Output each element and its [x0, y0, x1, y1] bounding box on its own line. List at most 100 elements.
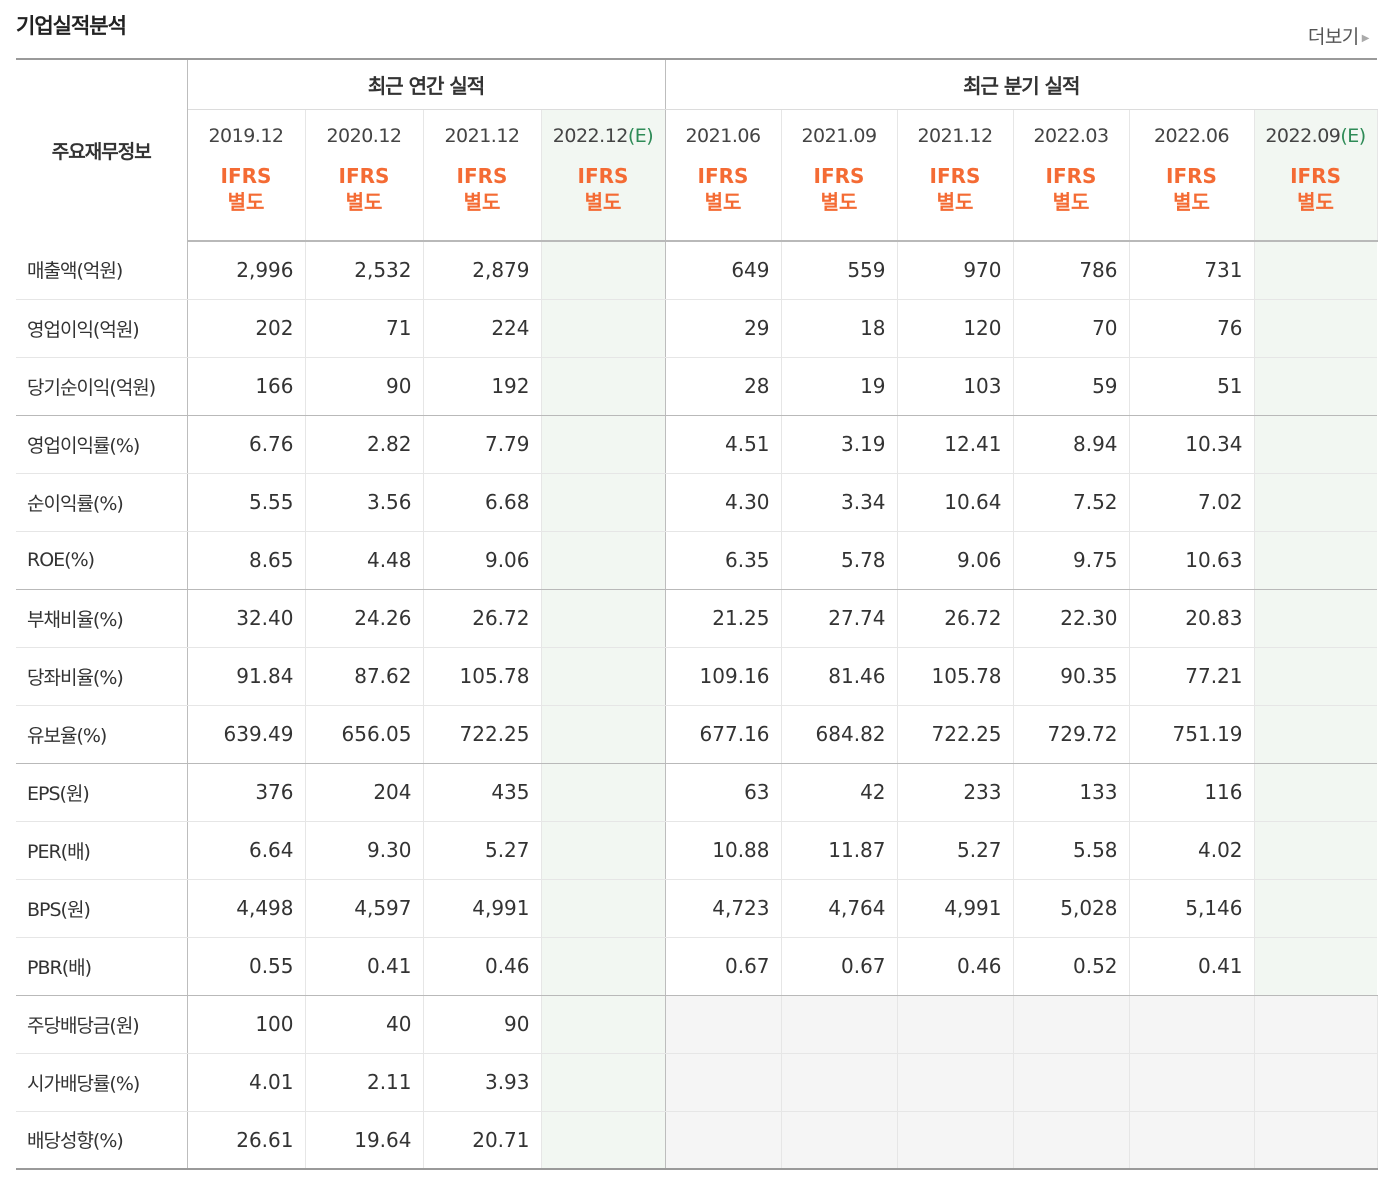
quarter-value-cell: 9.75 [1013, 531, 1130, 590]
quarter-value-cell: 5.27 [897, 821, 1014, 880]
table-row: 순이익률(%) 5.55 3.56 6.68 4.30 3.34 10.64 7.52 7.02 [16, 473, 1378, 532]
annual-value-cell: 26.61 [187, 1111, 306, 1170]
ifrs-label: IFRS [813, 164, 865, 188]
table-row: 유보율(%) 639.49 656.05 722.25 677.16 684.82 722.… [16, 705, 1378, 764]
annual-value-cell [541, 879, 666, 938]
quarter-value-cell: 90.35 [1013, 647, 1130, 706]
annual-value-cell: 2.82 [305, 415, 424, 474]
quarter-value-cell [1254, 473, 1378, 532]
row-label: EPS(원) [16, 763, 188, 822]
quarter-value-cell: 684.82 [781, 705, 898, 764]
annual-value-cell: 5.27 [423, 821, 542, 880]
quarter-value-cell: 4.30 [665, 473, 782, 532]
table-row: 배당성향(%) 26.61 19.64 20.71 [16, 1111, 1378, 1170]
annual-value-cell: 5.55 [187, 473, 306, 532]
chevron-right-icon: ▶ [1361, 33, 1370, 44]
quarter-empty-cell [1129, 1053, 1255, 1112]
annual-value-cell: 32.40 [187, 589, 306, 648]
quarter-value-cell: 0.46 [897, 937, 1014, 996]
quarter-empty-cell [1013, 1053, 1130, 1112]
annual-value-cell: 4.48 [305, 531, 424, 590]
annual-date-header: 2020.12 [305, 109, 424, 163]
annual-value-cell: 4,597 [305, 879, 424, 938]
date-label: 2021.12 [917, 125, 993, 148]
table-row: PER(배) 6.64 9.30 5.27 10.88 11.87 5.27 5.58 4.02 [16, 821, 1378, 880]
quarter-value-cell: 0.41 [1129, 937, 1255, 996]
quarter-value-cell [1254, 531, 1378, 590]
quarter-value-cell: 4,723 [665, 879, 782, 938]
row-label: 매출액(억원) [16, 241, 188, 300]
quarter-value-cell: 133 [1013, 763, 1130, 822]
annual-value-cell: 3.93 [423, 1053, 542, 1112]
annual-value-cell [541, 937, 666, 996]
ifrs-basis-header: IFRS 별도 [187, 163, 306, 242]
annual-value-cell [541, 1053, 666, 1112]
annual-value-cell [541, 995, 666, 1054]
separate-label: 별도 [584, 190, 622, 214]
quarter-value-cell: 20.83 [1129, 589, 1255, 648]
annual-value-cell: 2,879 [423, 241, 542, 300]
header-group-row: 주요재무정보 최근 연간 실적 최근 분기 실적 [16, 58, 1378, 241]
annual-group-header: 최근 연간 실적 [187, 58, 666, 110]
separate-label: 별도 [463, 190, 501, 214]
ifrs-label: IFRS [929, 164, 981, 188]
annual-value-cell [541, 357, 666, 416]
annual-value-cell: 9.30 [305, 821, 424, 880]
ifrs-label: IFRS [456, 164, 508, 188]
annual-value-cell: 40 [305, 995, 424, 1054]
quarter-value-cell: 59 [1013, 357, 1130, 416]
date-label: 2019.12 [208, 125, 284, 148]
quarter-value-cell: 9.06 [897, 531, 1014, 590]
separate-label: 별도 [227, 190, 265, 214]
label-column-header: 주요재무정보 [16, 58, 188, 241]
financial-table: 주요재무정보 최근 연간 실적 최근 분기 실적 2019.12 2020.12 2021… [16, 58, 1378, 1170]
separate-label: 별도 [820, 190, 858, 214]
quarter-value-cell: 4,991 [897, 879, 1014, 938]
quarter-empty-cell [781, 1111, 898, 1170]
more-link[interactable]: 더보기 ▶ [1308, 22, 1370, 49]
annual-value-cell [541, 821, 666, 880]
annual-value-cell: 24.26 [305, 589, 424, 648]
annual-date-header: 2019.12 [187, 109, 306, 163]
row-label: 시가배당률(%) [16, 1053, 188, 1112]
quarter-value-cell: 7.52 [1013, 473, 1130, 532]
quarter-empty-cell [1254, 1053, 1378, 1112]
annual-value-cell: 0.46 [423, 937, 542, 996]
section-title: 기업실적분석 [16, 14, 127, 38]
estimate-mark: (E) [1340, 125, 1366, 148]
annual-value-cell: 4,991 [423, 879, 542, 938]
date-label: 2022.03 [1033, 125, 1109, 148]
separate-label: 별도 [1052, 190, 1090, 214]
quarter-value-cell [1254, 705, 1378, 764]
quarter-empty-cell [1013, 995, 1130, 1054]
table-row: PBR(배) 0.55 0.41 0.46 0.67 0.67 0.46 0.52 0.41 [16, 937, 1378, 996]
annual-value-cell: 3.56 [305, 473, 424, 532]
quarter-value-cell: 76 [1129, 299, 1255, 358]
quarter-value-cell: 42 [781, 763, 898, 822]
quarter-value-cell [1254, 357, 1378, 416]
separate-label: 별도 [1297, 190, 1334, 214]
quarter-value-cell: 729.72 [1013, 705, 1130, 764]
quarter-value-cell: 3.19 [781, 415, 898, 474]
annual-value-cell: 7.79 [423, 415, 542, 474]
annual-value-cell: 202 [187, 299, 306, 358]
quarter-value-cell: 0.52 [1013, 937, 1130, 996]
quarter-empty-cell [665, 1053, 782, 1112]
quarter-value-cell: 21.25 [665, 589, 782, 648]
annual-value-cell: 376 [187, 763, 306, 822]
quarter-value-cell: 10.64 [897, 473, 1014, 532]
table-row: 시가배당률(%) 4.01 2.11 3.93 [16, 1053, 1378, 1112]
quarter-value-cell: 751.19 [1129, 705, 1255, 764]
quarter-value-cell: 233 [897, 763, 1014, 822]
annual-value-cell [541, 473, 666, 532]
quarter-value-cell: 0.67 [781, 937, 898, 996]
annual-value-cell [541, 763, 666, 822]
quarter-value-cell: 649 [665, 241, 782, 300]
quarter-date-header: 2022.03 [1013, 109, 1130, 163]
quarter-value-cell: 63 [665, 763, 782, 822]
annual-value-cell: 71 [305, 299, 424, 358]
ifrs-basis-header: IFRS 별도 [541, 163, 666, 242]
quarter-value-cell: 18 [781, 299, 898, 358]
annual-date-header: 2021.12 [423, 109, 542, 163]
quarter-value-cell: 722.25 [897, 705, 1014, 764]
